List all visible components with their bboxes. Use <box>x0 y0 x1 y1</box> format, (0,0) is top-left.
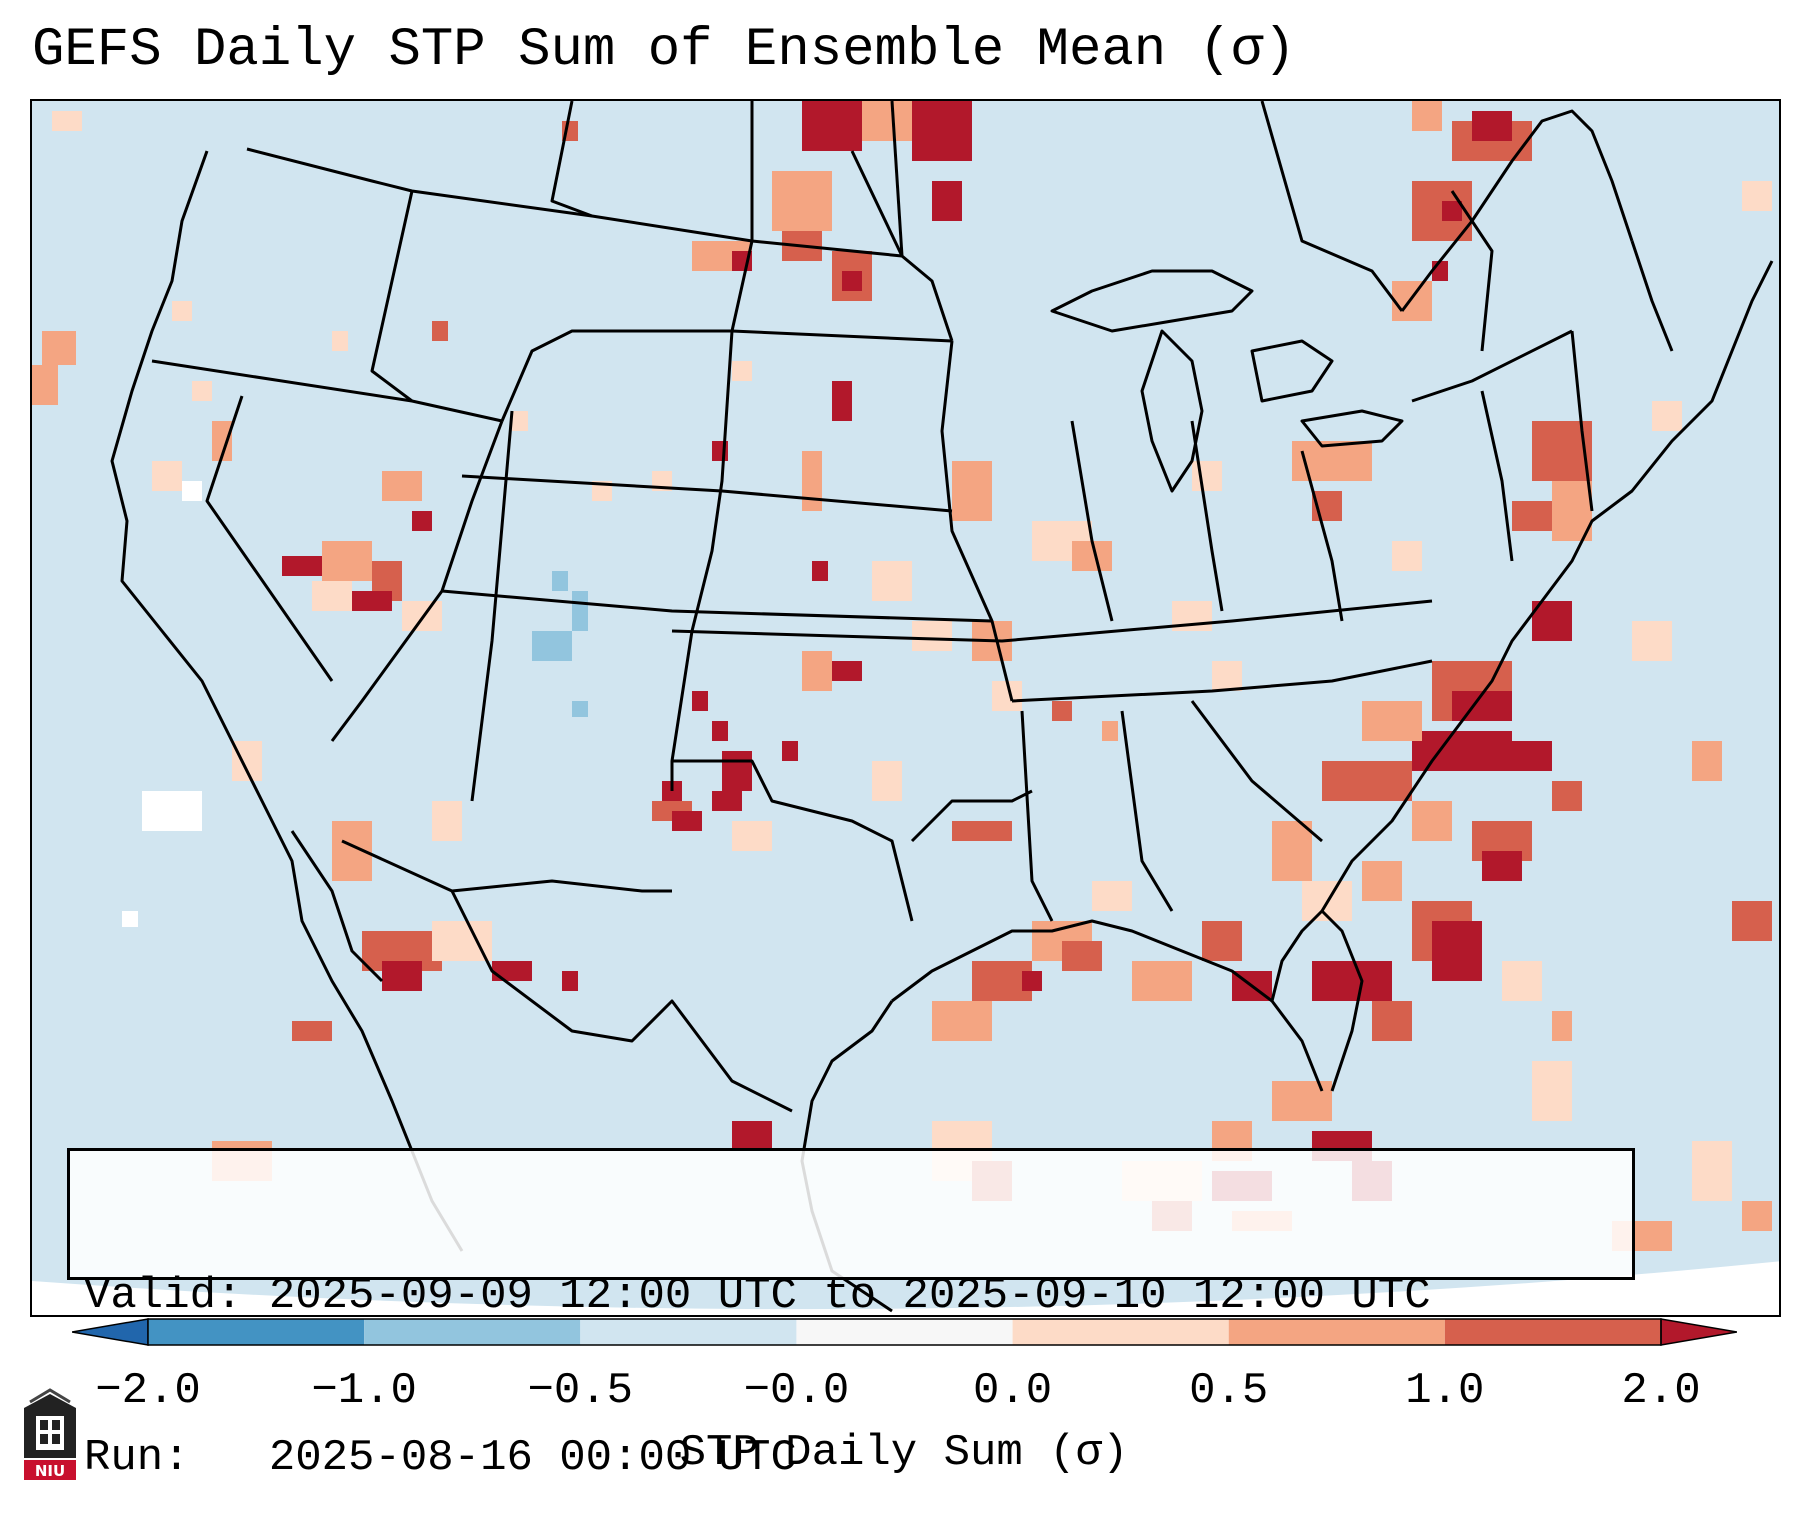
colorbar-tick-label: −0.0 <box>743 1366 850 1416</box>
map-title: GEFS Daily STP Sum of Ensemble Mean (σ) <box>32 20 1296 81</box>
run-time-text: Run: 2025-08-16 00:00 UTC <box>84 1433 797 1483</box>
colorbar-segments <box>148 1319 1661 1345</box>
map-background <box>32 101 1779 1315</box>
colorbar-tick-label: 2.0 <box>1621 1366 1701 1416</box>
colorbar <box>72 1318 1737 1346</box>
colorbar-segment <box>580 1319 797 1345</box>
colorbar-tick-label: 1.0 <box>1405 1366 1485 1416</box>
colorbar-segment <box>1012 1319 1229 1345</box>
colorbar-tick-label: −0.5 <box>527 1366 634 1416</box>
map-panel[interactable] <box>30 99 1781 1317</box>
colorbar-segment <box>1228 1319 1445 1345</box>
svg-text:NIU: NIU <box>35 1462 65 1480</box>
colorbar-tick-label: 0.0 <box>972 1366 1053 1416</box>
valid-time-text: Valid: 2025-09-09 12:00 UTC to 2025-09-1… <box>84 1271 1431 1321</box>
colorbar-segment <box>796 1319 1013 1345</box>
colorbar-segment <box>1444 1319 1661 1345</box>
colorbar-tick-label: −2.0 <box>95 1366 201 1416</box>
colorbar-label: STP Daily Sum (σ) <box>679 1428 1129 1478</box>
colorbar-segment <box>364 1319 581 1345</box>
colorbar-segment <box>148 1319 365 1345</box>
colorbar-graphic <box>72 1318 1737 1346</box>
colorbar-tick-label: −1.0 <box>311 1366 417 1416</box>
university-logo-icon: NIU <box>20 1388 80 1482</box>
colorbar-tick-label: 0.5 <box>1189 1366 1269 1416</box>
colorbar-extend-high <box>1660 1318 1737 1346</box>
map-canvas <box>32 101 1779 1315</box>
colorbar-extend-low <box>72 1318 149 1346</box>
colorbar-outline <box>147 1318 1662 1346</box>
projection-edge <box>32 1261 1779 1315</box>
valid-time-box: Valid: 2025-09-09 12:00 UTC to 2025-09-1… <box>67 1148 1635 1483</box>
